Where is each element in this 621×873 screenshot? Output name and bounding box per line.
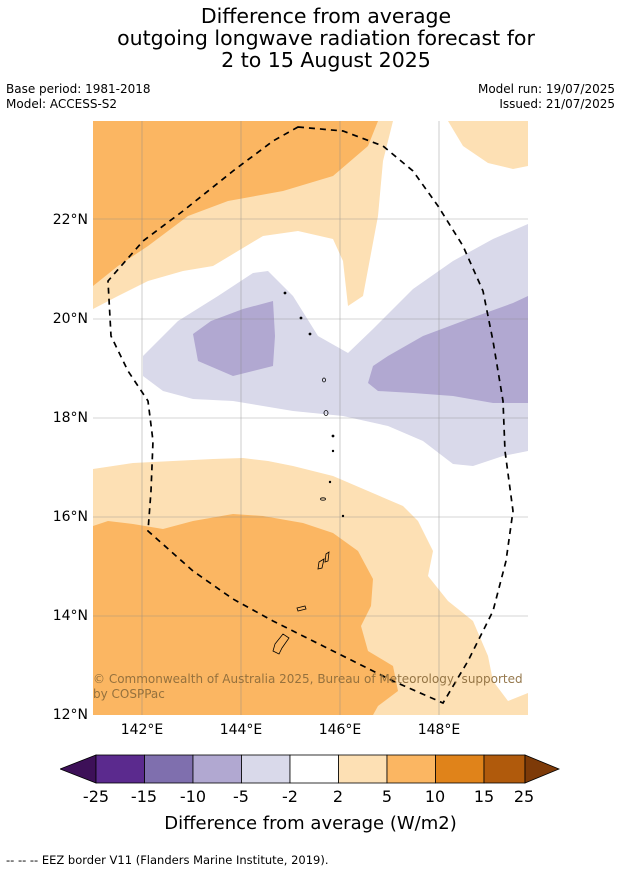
lon-label-144: 144°E [219,722,263,738]
colorbar-tick-label: 10 [424,787,446,806]
colorbar-tick-label: 25 [513,787,535,806]
colorbar-tick-label: 5 [381,787,393,806]
islands [272,291,345,655]
lat-label-22: 22°N [52,212,88,228]
island-pagan [323,410,329,416]
colorbar-segment-2 [144,754,194,784]
copyright-notice: © Commonwealth of Australia 2025, Bureau… [93,672,523,701]
island-maug [299,316,303,320]
model-name: Model: ACCESS-S2 [6,97,118,111]
eez-footnote: -- -- -- EEZ border V11 (Flanders Marine… [6,853,329,867]
colorbar-segment-5 [289,754,339,784]
issued-date: Issued: 21/07/2025 [499,97,615,111]
colorbar-segment-7 [386,754,436,784]
colorbar-tick-label: -15 [130,787,158,806]
island-guguan [331,449,335,453]
anomaly-region-orange-south [93,514,398,715]
colorbar-canvas [58,754,561,784]
meta-right: Model run: 19/07/2025 Issued: 21/07/2025 [478,82,615,112]
anomaly-region-orange-north [93,121,378,286]
eez-border [107,126,514,705]
colorbar-segment-4 [241,754,291,784]
island-asuncion [308,332,312,336]
model-run: Model run: 19/07/2025 [477,82,615,96]
colorbar-title: Difference from average (W/m2) [164,813,457,834]
meta-left: Base period: 1981-2018 Model: ACCESS-S2 [6,82,151,112]
colorbar-under-arrow [58,754,97,784]
map-title: Difference from average outgoing longwav… [0,5,621,71]
anomaly-region-medium-purple-west [193,301,275,376]
lat-label-16: 16°N [52,509,88,525]
lat-label-18: 18°N [52,410,88,426]
map-panel [93,121,528,715]
colorbar-segment-9 [483,754,526,784]
colorbar [58,754,561,784]
lat-label-12: 12°N [52,707,88,723]
island-sarigan [328,480,332,484]
lat-label-14: 14°N [52,608,88,624]
colorbar-tick-label: 15 [473,787,495,806]
island-alamagan [322,377,326,383]
lat-label-20: 20°N [52,311,88,327]
colorbar-segment-8 [435,754,485,784]
island-farallon [283,291,287,295]
title-line-3: 2 to 15 August 2025 [221,48,431,72]
colorbar-over-arrow [524,754,561,784]
title-line-1: Difference from average [200,4,452,28]
colorbar-tick-label: -2 [282,787,298,806]
colorbar-tick-label: 2 [332,787,344,806]
colorbar-segment-3 [192,754,242,784]
map-canvas [93,121,528,715]
lon-label-146: 146°E [318,722,362,738]
title-line-2: outgoing longwave radiation forecast for [117,26,535,50]
anomaly-region-light-purple [143,224,528,466]
colorbar-tick-label: -5 [233,787,249,806]
colorbar-tick-label: -10 [179,787,207,806]
lon-label-148: 148°E [417,722,461,738]
colorbar-segment-1 [95,754,145,784]
island-anatahan [320,497,326,501]
island-islet [341,514,345,518]
island-guam [272,633,290,655]
island-tinian [317,558,325,570]
colorbar-tick-label: -25 [82,787,110,806]
base-period: Base period: 1981-2018 [6,82,151,96]
graticule [93,121,528,715]
lon-label-142: 142°E [120,722,164,738]
island-agrihan [331,434,335,438]
colorbar-segment-6 [338,754,388,784]
island-rota [296,605,307,612]
island-saipan [324,551,330,563]
anomaly-region-medium-purple-east [368,296,528,403]
